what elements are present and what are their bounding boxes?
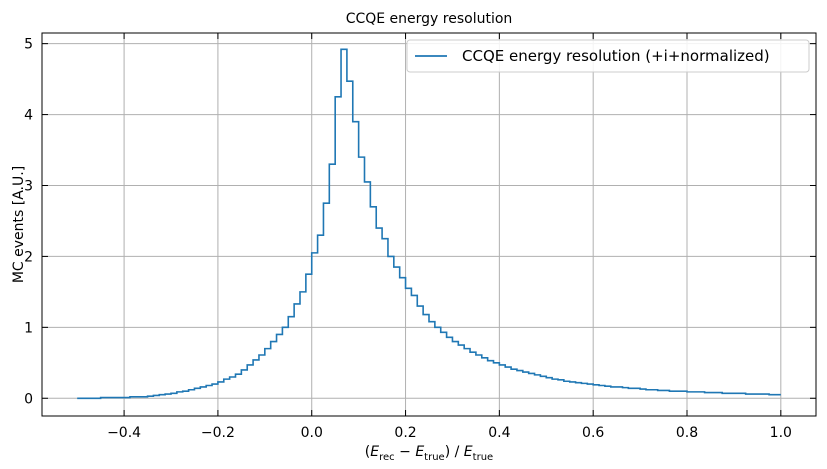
histogram-step-line <box>77 48 781 400</box>
chart-title: CCQE energy resolution <box>346 11 513 27</box>
legend: CCQE energy resolution (+i+normalized) <box>406 39 810 73</box>
y-tick-label: 2 <box>24 249 33 265</box>
x-axis-ticks: −0.4 −0.2 0.0 0.2 0.4 0.6 0.8 1.0 <box>107 33 792 441</box>
x-axis-label: (Erec − Etrue) / Etrue <box>365 444 493 463</box>
y-tick-label: 5 <box>24 37 33 53</box>
plot-frame <box>41 32 817 417</box>
y-tick-label: 4 <box>24 108 33 124</box>
y-tick-label: 3 <box>24 178 33 194</box>
x-tick-label: 0.6 <box>582 425 604 441</box>
x-tick-label: −0.2 <box>201 425 235 441</box>
x-tick-label: −0.4 <box>107 425 141 441</box>
y-axis-ticks: 0 1 2 3 4 5 <box>24 37 816 407</box>
y-axis-label: MC events [A.U.] <box>11 166 27 283</box>
x-tick-label: 0.0 <box>301 425 323 441</box>
x-tick-label: 0.4 <box>488 425 510 441</box>
y-tick-label: 1 <box>24 320 33 336</box>
x-tick-label: 0.2 <box>394 425 416 441</box>
x-tick-label: 0.8 <box>676 425 698 441</box>
x-tick-label: 1.0 <box>770 425 792 441</box>
legend-box <box>406 39 810 73</box>
grid <box>42 33 816 416</box>
y-tick-label: 0 <box>24 391 33 407</box>
legend-label: CCQE energy resolution (+i+normalized) <box>462 47 770 65</box>
